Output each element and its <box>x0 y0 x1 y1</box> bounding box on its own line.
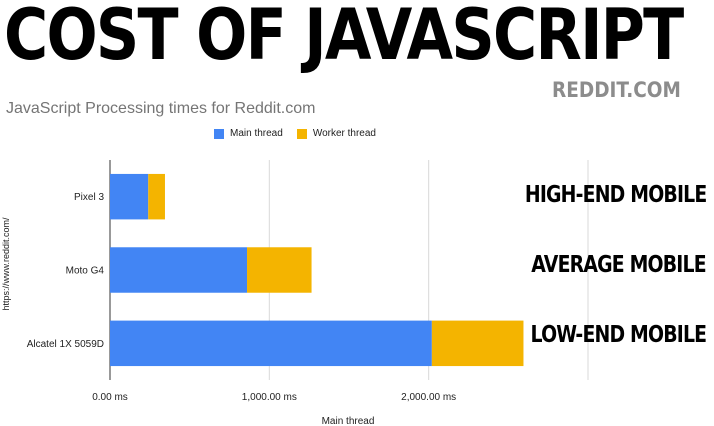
bar-worker-2 <box>431 320 524 367</box>
bar-main-1 <box>110 247 248 293</box>
legend-label-main: Main thread <box>230 128 283 139</box>
chart-legend: Main thread Worker thread <box>214 128 390 139</box>
x-tick-label: 0.00 ms <box>92 392 128 403</box>
tier-label-high-end: HIGH-END MOBILE <box>524 182 706 208</box>
x-tick-label: 2,000.00 ms <box>401 392 456 403</box>
category-label: Moto G4 <box>66 266 105 277</box>
legend-label-worker: Worker thread <box>312 128 376 139</box>
x-axis-label: Main thread <box>322 416 375 426</box>
legend-swatch-main <box>214 128 224 139</box>
tier-label-average: AVERAGE MOBILE <box>531 252 707 278</box>
bar-worker-0 <box>148 173 165 220</box>
source-label: REDDIT.COM <box>552 78 681 102</box>
tier-label-low-end: LOW-END MOBILE <box>530 322 706 348</box>
category-label: Alcatel 1X 5059D <box>27 339 104 350</box>
chart-title: JavaScript Processing times for Reddit.c… <box>6 100 316 117</box>
legend-swatch-worker <box>296 128 307 139</box>
x-tick-label: 1,000.00 ms <box>242 392 297 403</box>
category-label: Pixel 3 <box>74 192 104 203</box>
bar-main-0 <box>110 173 149 220</box>
bar-worker-1 <box>247 247 312 293</box>
banner-title: COST OF JAVASCRIPT <box>4 0 684 76</box>
legend-item-worker: Worker thread <box>296 128 376 139</box>
bar-main-2 <box>110 320 432 367</box>
legend-item-main: Main thread <box>214 128 283 139</box>
